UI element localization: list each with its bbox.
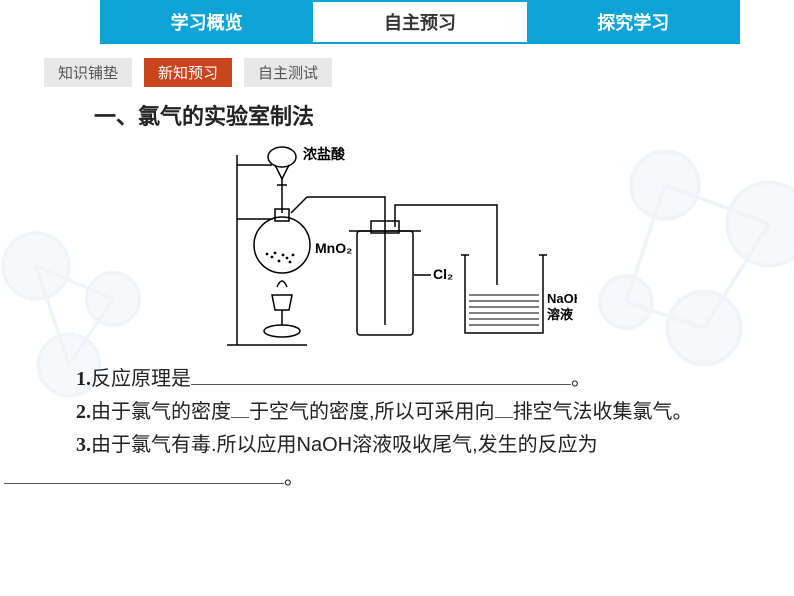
- p2-c: 排空气法收集氯气。: [513, 401, 693, 423]
- label-absorber: NaOH: [547, 291, 577, 306]
- blank-2b: [495, 398, 513, 418]
- paragraph-1: 1.反应原理是 。: [76, 363, 764, 396]
- top-nav: 学习概览 自主预习 探究学习: [100, 0, 740, 44]
- subtab-knowledge[interactable]: 知识铺垫: [44, 58, 132, 87]
- p1-num: 1.: [76, 368, 91, 390]
- p1-text: 反应原理是: [91, 368, 191, 390]
- tab-label: 探究学习: [597, 9, 669, 35]
- label-solid: MnO₂: [315, 240, 352, 256]
- p2-a: 由于氯气的密度: [91, 401, 231, 423]
- label-reagent: 浓盐酸: [303, 146, 346, 162]
- label-gas: Cl₂: [433, 266, 453, 282]
- p3-num: 3.: [76, 434, 91, 456]
- p3-tail: 。: [284, 467, 304, 489]
- p2-num: 2.: [76, 401, 91, 423]
- tab-preview[interactable]: 自主预习: [313, 0, 526, 44]
- blank-1: [191, 365, 571, 385]
- label-absorber-sub: 溶液: [547, 307, 573, 322]
- paragraph-3b: 。: [40, 462, 764, 495]
- p3-a: 由于氯气有毒.所以应用NaOH溶液吸收尾气,发生的反应为: [91, 434, 598, 456]
- paragraph-3: 3.由于氯气有毒.所以应用NaOH溶液吸收尾气,发生的反应为: [76, 429, 764, 462]
- tab-label: 自主预习: [384, 9, 456, 35]
- body-text: 1.反应原理是。 2.由于氯气的密度于空气的密度,所以可采用向排空气法收集氯气。…: [76, 363, 764, 495]
- diagram-container: 浓盐酸 MnO₂ Cl₂ NaOH 溶液: [0, 135, 794, 355]
- tab-explore[interactable]: 探究学习: [527, 0, 740, 44]
- tab-label: 学习概览: [171, 9, 243, 35]
- blank-2a: [231, 398, 249, 418]
- p2-b: 于空气的密度,所以可采用向: [249, 401, 495, 423]
- tab-overview[interactable]: 学习概览: [100, 0, 313, 44]
- sub-nav: 知识铺垫 新知预习 自主测试: [44, 58, 794, 87]
- blank-3: [4, 464, 284, 484]
- paragraph-2: 2.由于氯气的密度于空气的密度,所以可采用向排空气法收集氯气。: [76, 396, 764, 429]
- apparatus-svg: 浓盐酸 MnO₂ Cl₂ NaOH 溶液: [217, 135, 577, 355]
- subtab-test[interactable]: 自主测试: [244, 58, 332, 87]
- section-title: 一、氯气的实验室制法: [94, 99, 794, 131]
- subtab-preview[interactable]: 新知预习: [144, 58, 232, 87]
- p1-tail: 。: [571, 368, 591, 390]
- apparatus-diagram: 浓盐酸 MnO₂ Cl₂ NaOH 溶液: [217, 135, 577, 355]
